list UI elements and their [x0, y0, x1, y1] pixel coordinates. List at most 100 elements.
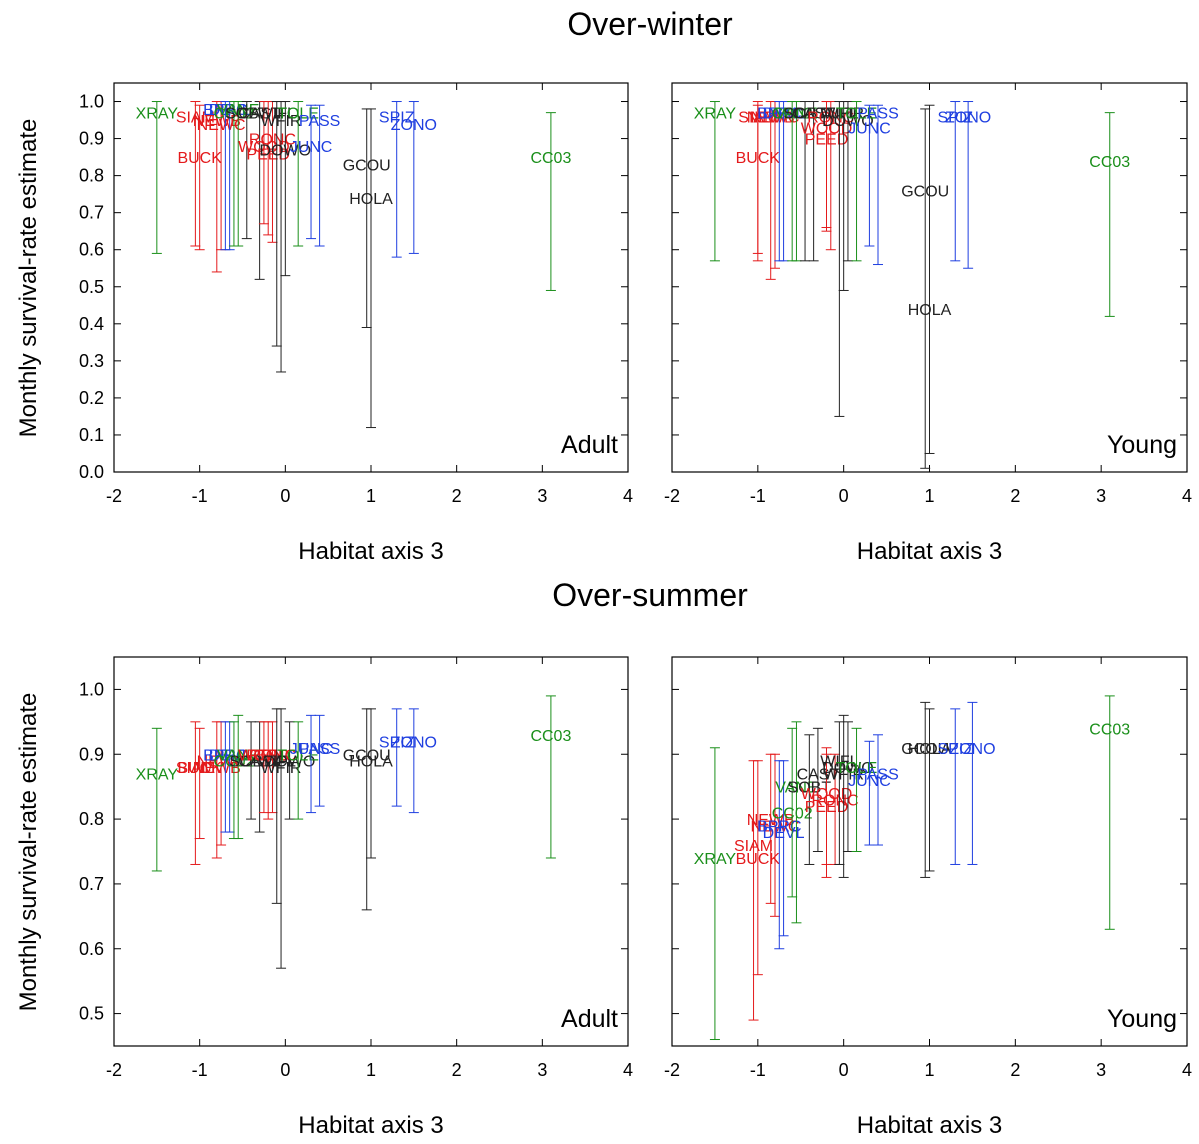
data-point-buck: BUCK [736, 104, 781, 262]
point-label: CAST [238, 754, 281, 771]
x-axis-label: Habitat axis 3 [298, 1112, 443, 1139]
data-point-devl: DEVL [763, 101, 805, 262]
data-point-zono: ZONO [391, 101, 437, 254]
x-tick-label: 0 [280, 486, 290, 506]
point-label: SPIZ [379, 734, 415, 751]
point-label: NEWB [193, 760, 241, 777]
data-point-wfir: WFIR [261, 708, 302, 969]
y-tick-label: 0.0 [79, 462, 104, 482]
point-label: CC03 [530, 728, 571, 745]
point-label: CC02 [213, 106, 254, 123]
data-point-newb: NEWB [747, 101, 795, 280]
data-point-xray: XRAY [136, 101, 179, 254]
point-label: BUCK [736, 150, 781, 167]
data-point-xray: XRAY [694, 101, 736, 262]
data-point-vane: VANE [775, 721, 818, 924]
point-label: WFIR [261, 760, 302, 777]
y-tick-label: 0.8 [79, 809, 104, 829]
point-label: PASS [857, 767, 899, 784]
point-label: DEVL [763, 106, 805, 123]
point-label: RONC [249, 747, 296, 764]
data-point-newc: NEWC [751, 753, 800, 917]
data-point-wfir: WFIR [823, 714, 864, 878]
point-label: VANE [775, 780, 817, 797]
data-point-siam: SIAM [734, 760, 773, 1021]
data-point-newb: NEWB [193, 101, 241, 273]
x-tick-label: 4 [623, 1060, 633, 1080]
data-point-pass: PASS [857, 104, 899, 266]
point-label: CC03 [1089, 721, 1130, 738]
data-point-siam: SIAM [176, 101, 215, 247]
y-tick-label: 0.7 [79, 874, 104, 894]
point-label: PASS [299, 741, 341, 758]
data-point-cc03: CC03 [1089, 112, 1130, 317]
x-tick-label: 2 [452, 1060, 462, 1080]
y-tick-label: 0.4 [79, 314, 104, 334]
data-point-buck: BUCK [177, 727, 222, 840]
point-label: WFIR [823, 106, 864, 123]
y-tick-label: 1.0 [79, 679, 104, 699]
point-label: VANE [775, 106, 817, 123]
data-point-ronc: RONC [812, 753, 859, 865]
data-point-buck: BUCK [736, 760, 780, 976]
section-title-oversummer: Over-summer [552, 577, 748, 613]
x-tick-label: 3 [1096, 486, 1106, 506]
data-point-zono: ZONO [391, 708, 437, 814]
point-label: WFIR [823, 767, 864, 784]
data-point-cc03: CC03 [530, 112, 571, 291]
point-label: NEWC [197, 117, 246, 134]
point-label: TOLE [277, 747, 319, 764]
point-label: PASS [299, 113, 341, 130]
x-tick-label: 1 [366, 1060, 376, 1080]
y-axis-label-bottom: Monthly survival-rate estimate [15, 693, 42, 1012]
point-label: WIFL [258, 754, 296, 771]
point-label: JUNC [290, 741, 333, 758]
x-tick-label: 1 [924, 1060, 934, 1080]
data-point-dowo: DOWO [264, 721, 316, 820]
data-point-gcou: GCOU [901, 701, 949, 878]
point-label: SIAM [176, 760, 215, 777]
x-tick-label: 1 [366, 486, 376, 506]
point-label: ZONO [945, 109, 991, 126]
point-label: CC02 [213, 754, 254, 771]
point-label: RONC [249, 132, 296, 149]
data-point-tole: TOLE [277, 101, 319, 247]
point-label: DOWO [264, 754, 316, 771]
point-label: XRAY [136, 106, 179, 123]
point-label: TOLE [836, 760, 878, 777]
x-tick-label: 0 [280, 1060, 290, 1080]
y-tick-label: 0.8 [79, 166, 104, 186]
section-title-overwinter: Over-winter [567, 6, 733, 42]
data-point-zono: ZONO [949, 701, 996, 865]
point-label: CAST [238, 106, 281, 123]
data-point-ronc: RONC [249, 721, 296, 814]
point-label: ZONO [391, 734, 437, 751]
panel-label-adult: Adult [561, 1005, 618, 1033]
data-point-zono: ZONO [945, 101, 991, 269]
data-point-hola: HOLA [908, 708, 952, 872]
point-label: NEWB [193, 113, 241, 130]
x-tick-label: 2 [1010, 486, 1020, 506]
x-tick-label: -1 [750, 486, 766, 506]
point-label: VANE [217, 102, 259, 119]
point-label: DOWO [822, 113, 874, 130]
point-label: NEWC [197, 754, 246, 771]
point-label: NEWC [751, 819, 800, 836]
point-label: NEWB [747, 109, 795, 126]
x-tick-label: 4 [1182, 486, 1192, 506]
y-tick-label: 0.7 [79, 203, 104, 223]
point-label: XRAY [136, 767, 179, 784]
data-point-vane: VANE [217, 101, 259, 247]
data-point-gcou: GCOU [901, 108, 949, 469]
point-label: PEED [805, 132, 849, 149]
x-tick-label: -2 [106, 486, 122, 506]
point-label: HOLA [349, 754, 393, 771]
x-tick-label: 3 [1096, 1060, 1106, 1080]
point-label: VANE [217, 747, 259, 764]
point-label: SOBT [225, 106, 269, 123]
point-label: WIFL [820, 106, 858, 123]
panel-label-young: Young [1107, 1005, 1177, 1033]
data-point-spiz: SPIZ [379, 101, 415, 258]
data-point-devl: DEVL [763, 760, 805, 937]
